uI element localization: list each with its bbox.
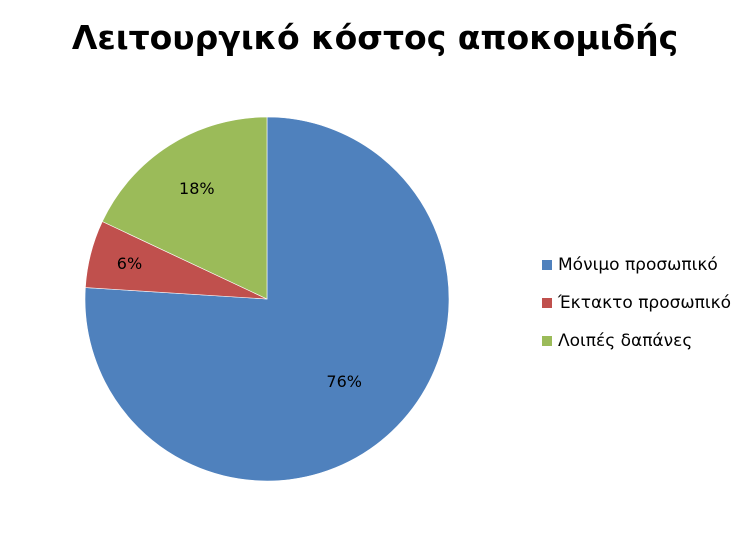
legend: Μόνιμο προσωπικό Έκτακτο προσωπικό Λοιπέ… [542, 246, 731, 360]
data-label-permanent-staff: 76% [326, 372, 362, 391]
data-label-temporary-staff: 6% [117, 254, 142, 273]
legend-item-other-expenses: Λοιπές δαπάνες [542, 322, 731, 360]
data-label-other-expenses: 18% [179, 179, 215, 198]
legend-item-temporary-staff: Έκτακτο προσωπικό [542, 284, 731, 322]
legend-swatch [542, 260, 552, 270]
pie-slice-other-expenses [101, 116, 268, 300]
legend-item-permanent-staff: Μόνιμο προσωπικό [542, 246, 731, 284]
pie-slice-permanent-staff [84, 116, 450, 482]
legend-label: Μόνιμο προσωπικό [558, 255, 718, 275]
legend-label: Έκτακτο προσωπικό [558, 293, 732, 313]
legend-swatch [542, 298, 552, 308]
chart-title: Λειτουργικό κόστος αποκομιδής [71, 18, 679, 57]
legend-swatch [542, 336, 552, 346]
legend-label: Λοιπές δαπάνες [558, 331, 693, 351]
